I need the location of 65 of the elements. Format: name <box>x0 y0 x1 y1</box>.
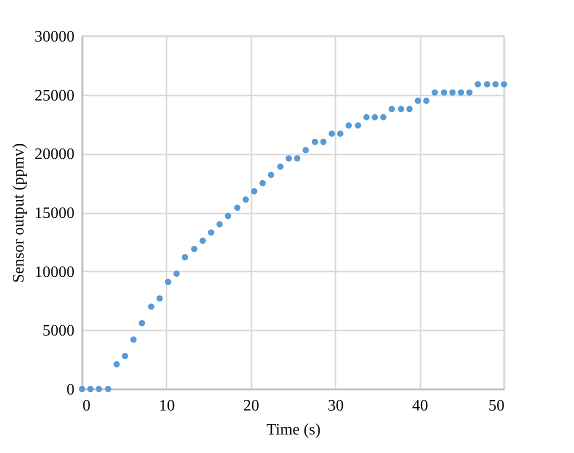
point <box>148 303 154 310</box>
x-tick-label: 10 <box>158 398 175 414</box>
point <box>466 89 473 96</box>
point <box>398 106 404 112</box>
point <box>200 238 206 244</box>
point <box>164 278 172 286</box>
point <box>484 81 490 88</box>
point <box>224 212 232 220</box>
y-tick-label: 10000 <box>34 264 74 281</box>
point <box>380 114 386 120</box>
y-tick-label: 0 <box>66 382 74 398</box>
point <box>320 138 327 146</box>
y-tick-label: 5000 <box>42 322 74 340</box>
point <box>105 386 112 392</box>
point <box>286 155 292 162</box>
point <box>78 386 86 392</box>
point <box>182 254 188 260</box>
point <box>122 352 128 360</box>
point <box>277 163 284 170</box>
point <box>346 122 352 129</box>
point <box>130 336 137 343</box>
y-axis-title: Sensor output (ppmv) <box>10 143 28 283</box>
point <box>156 295 163 302</box>
point <box>406 106 413 112</box>
point <box>173 270 180 277</box>
point <box>432 89 438 96</box>
point <box>96 386 102 392</box>
point <box>449 89 456 96</box>
point <box>372 114 378 120</box>
x-tick-label: 0 <box>82 398 90 414</box>
point <box>388 106 395 112</box>
point <box>242 196 249 203</box>
point <box>113 361 120 368</box>
y-tick-label: 25000 <box>34 87 74 104</box>
point <box>268 172 274 178</box>
point <box>363 114 370 120</box>
point <box>492 81 499 88</box>
point <box>138 320 146 326</box>
point <box>337 130 344 137</box>
x-tick-label: 40 <box>412 398 428 414</box>
y-tick-label: 20000 <box>34 146 74 164</box>
x-axis-title: Time (s) <box>266 422 321 438</box>
point <box>458 89 464 96</box>
y-tick-label: 30000 <box>34 28 74 46</box>
point <box>234 204 240 211</box>
point <box>474 81 481 88</box>
point <box>354 122 362 129</box>
point <box>294 155 300 162</box>
point <box>328 130 335 137</box>
point <box>312 138 318 146</box>
point <box>87 386 94 392</box>
x-tick-label: 20 <box>243 398 260 414</box>
point <box>414 98 422 104</box>
x-tick-label: 50 <box>488 398 504 414</box>
point <box>191 246 198 252</box>
point <box>251 188 258 194</box>
y-tick-label: 15000 <box>34 205 74 222</box>
point <box>302 146 309 154</box>
point <box>423 98 430 104</box>
point <box>208 229 214 236</box>
point <box>216 221 223 228</box>
point <box>500 81 508 88</box>
x-tick-label: 30 <box>328 398 344 414</box>
point <box>440 89 448 96</box>
point <box>259 180 266 186</box>
